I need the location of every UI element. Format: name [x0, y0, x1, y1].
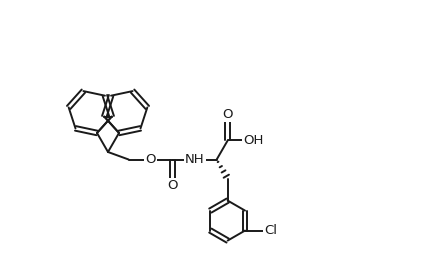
Text: O: O	[168, 179, 178, 192]
Text: O: O	[222, 108, 233, 121]
Text: NH: NH	[185, 153, 205, 166]
Text: O: O	[145, 153, 156, 166]
Text: Cl: Cl	[264, 224, 278, 237]
Text: OH: OH	[244, 134, 264, 147]
